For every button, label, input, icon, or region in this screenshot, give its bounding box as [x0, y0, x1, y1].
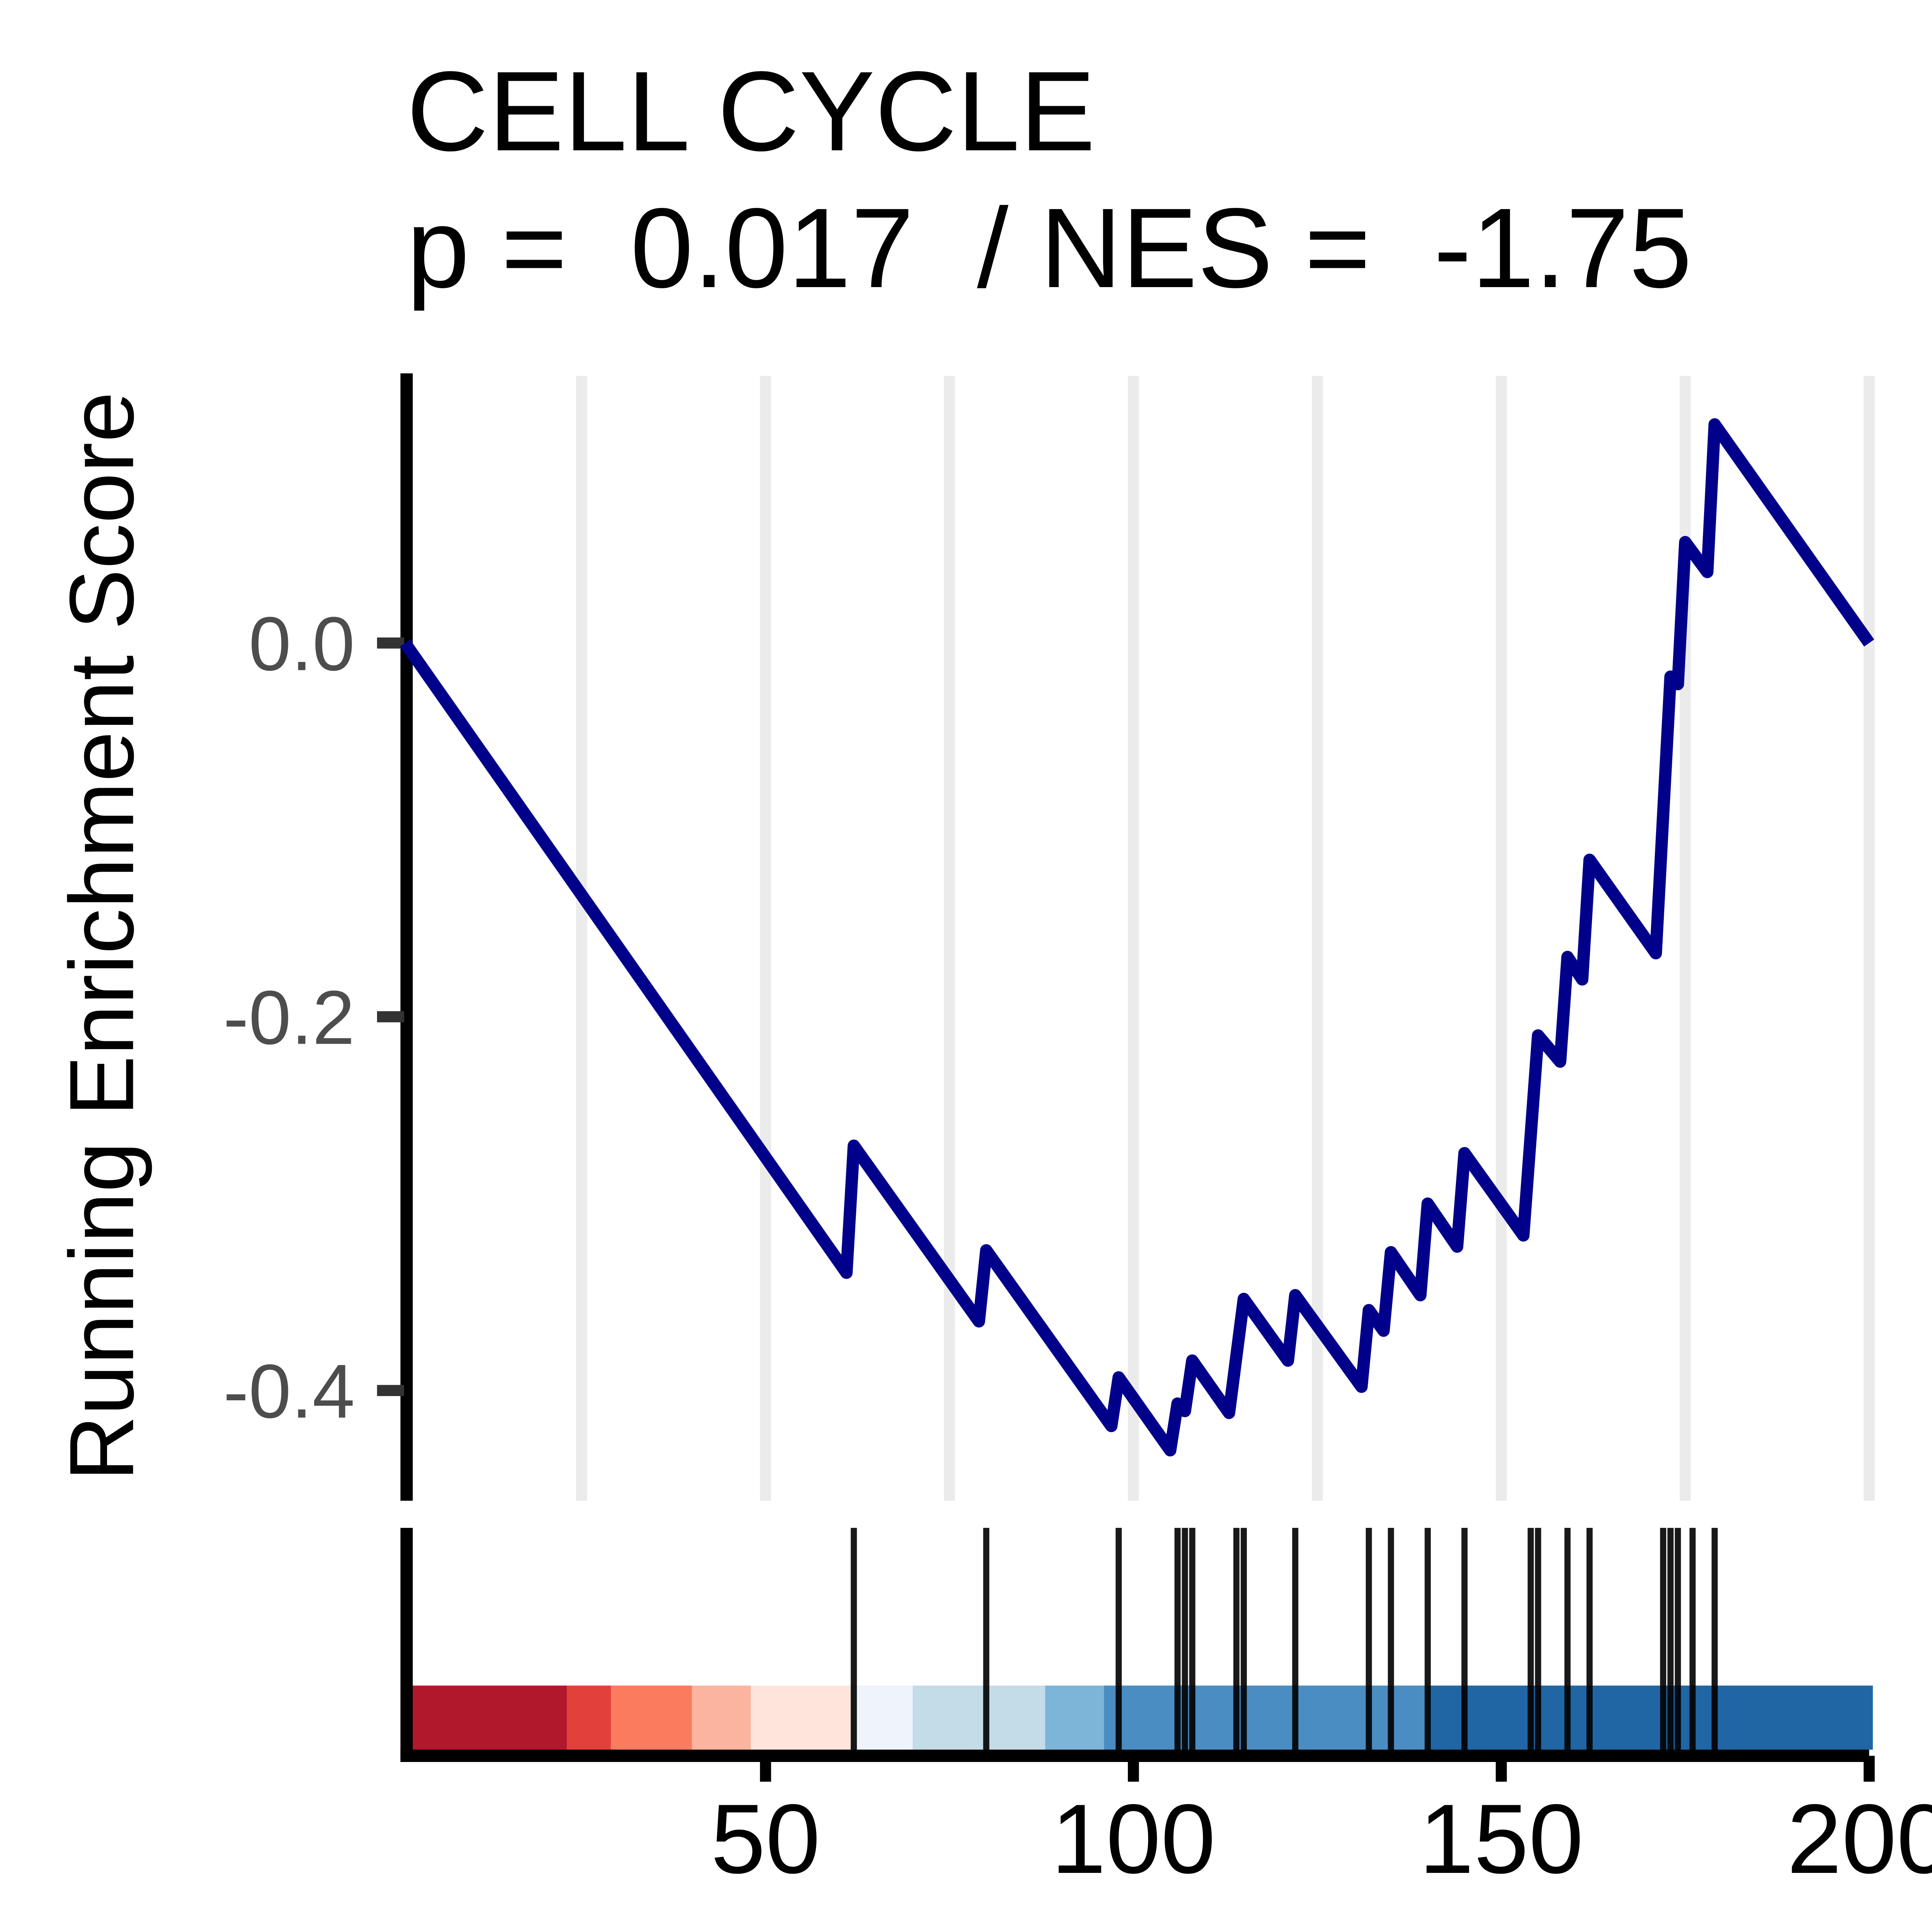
- x-tick-label: 150: [1419, 1784, 1583, 1894]
- color-bar-segment: [410, 1685, 567, 1750]
- y-tick-label: -0.4: [223, 1349, 355, 1434]
- x-tick-label: 200: [1787, 1784, 1932, 1894]
- color-bar-segment: [1045, 1685, 1104, 1750]
- color-bar-segment: [1104, 1685, 1428, 1750]
- chart-title: CELL CYCLE: [406, 48, 1095, 175]
- y-tick-label: 0.0: [249, 601, 355, 686]
- color-bar-segment: [751, 1685, 854, 1750]
- color-bar-segment: [854, 1685, 913, 1750]
- color-bar-segment: [567, 1685, 611, 1750]
- running-score-line: [400, 418, 1874, 1457]
- color-bar-segment: [1427, 1685, 1873, 1750]
- y-axis-label: Running Enrichment Score: [51, 392, 153, 1481]
- y-tick-label: -0.2: [223, 975, 355, 1060]
- x-tick-label: 100: [1051, 1784, 1216, 1894]
- x-tick-label: 50: [711, 1784, 820, 1894]
- color-bar-segment: [913, 1685, 1045, 1750]
- color-bar-segment: [692, 1685, 751, 1750]
- chart-subtitle: p = 0.017 / NES = -1.75: [406, 185, 1692, 312]
- color-bar-segment: [611, 1685, 692, 1750]
